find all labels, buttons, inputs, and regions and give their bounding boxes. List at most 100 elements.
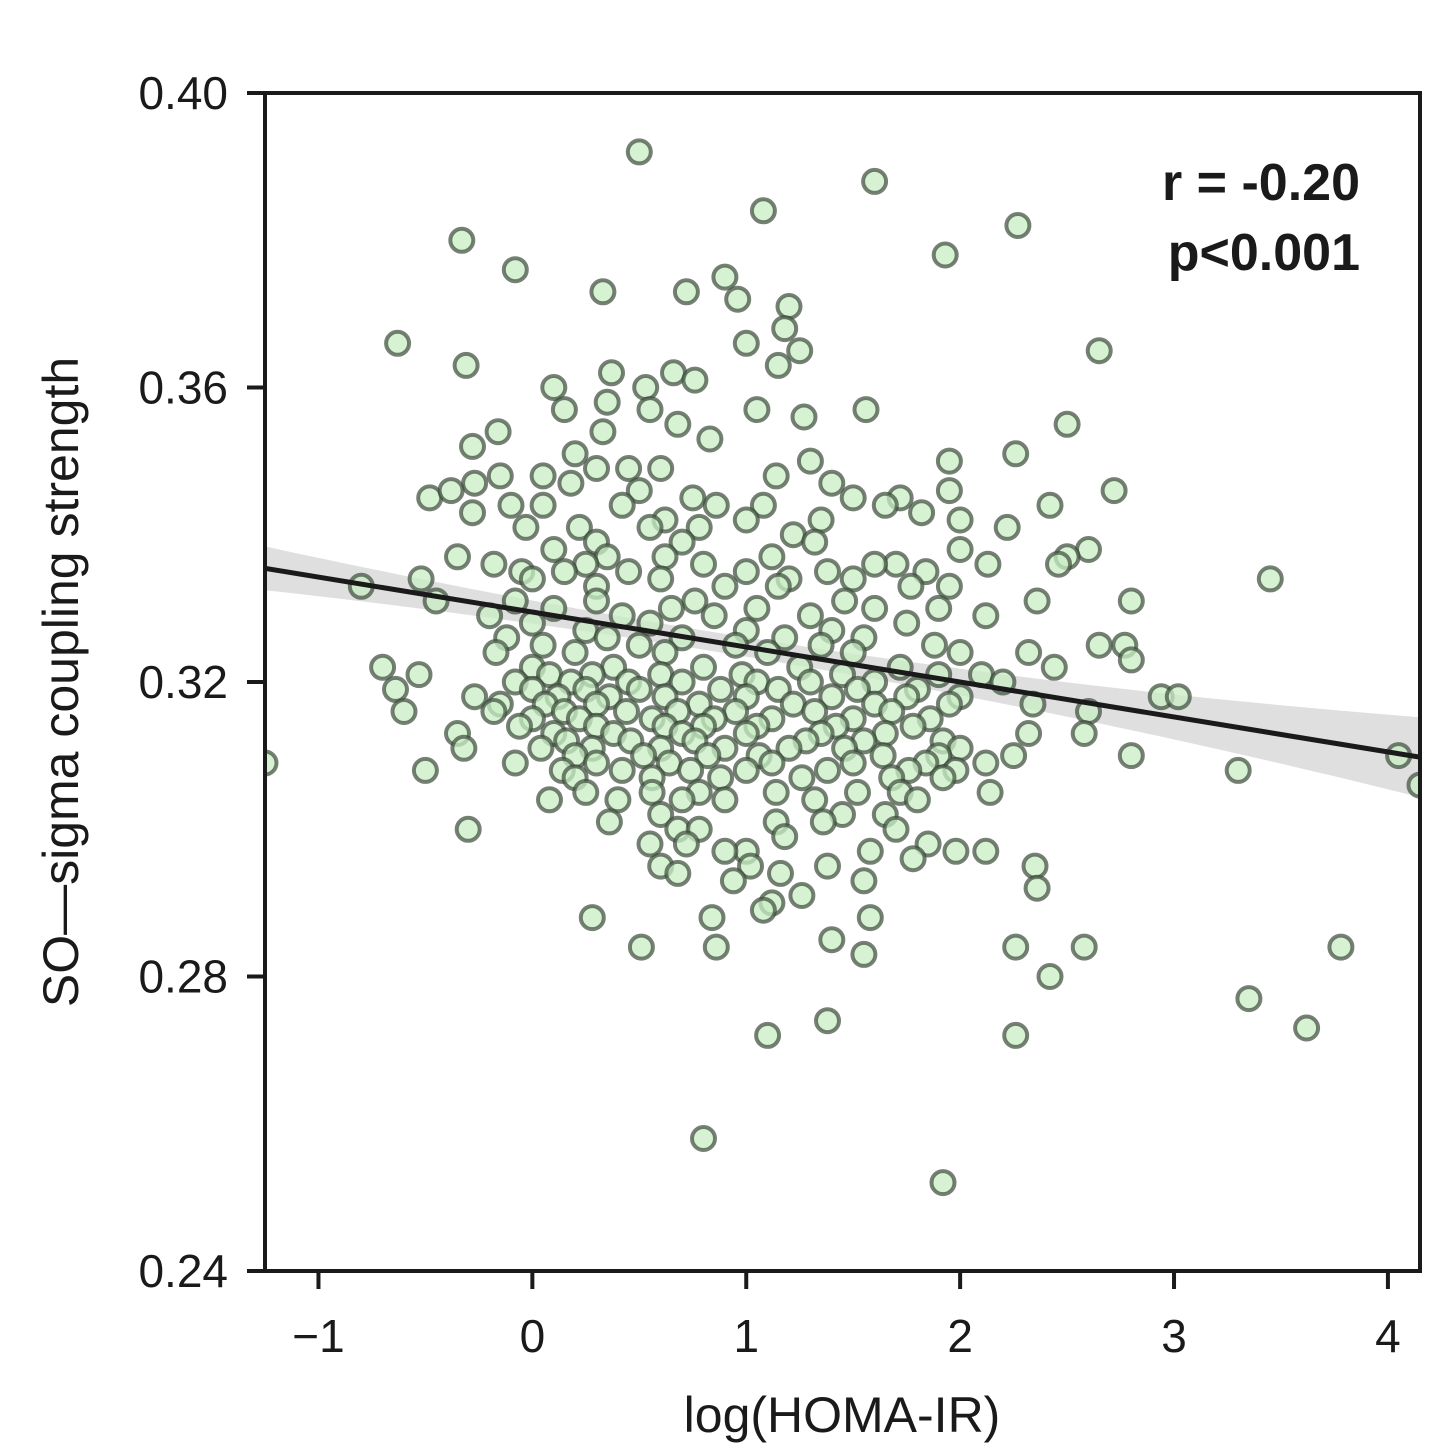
- data-point: [737, 852, 764, 880]
- y-axis: 0.24 0.28 0.32 0.36 0.40: [138, 67, 265, 1297]
- x-axis: −1 0 1 2 3 4: [292, 1271, 1401, 1362]
- data-point: [625, 138, 653, 166]
- data-point: [405, 661, 433, 689]
- data-point: [613, 698, 640, 725]
- data-point: [369, 653, 397, 681]
- data-point: [1100, 477, 1128, 505]
- data-point: [1000, 742, 1028, 770]
- data-point: [801, 528, 829, 556]
- data-point: [1164, 683, 1192, 711]
- p-value-annotation: p<0.001: [1168, 224, 1360, 282]
- data-point: [788, 764, 816, 792]
- data-point: [814, 1007, 841, 1035]
- data-point: [501, 256, 529, 284]
- data-point: [732, 720, 760, 747]
- data-point: [265, 749, 279, 777]
- data-point: [690, 1125, 717, 1152]
- data-point: [801, 698, 829, 725]
- data-point: [771, 624, 799, 652]
- data-point: [461, 469, 489, 497]
- regression-line-layer: [265, 565, 1420, 760]
- data-point: [647, 455, 675, 482]
- data-point: [796, 602, 824, 630]
- data-point: [668, 528, 696, 556]
- data-point: [390, 698, 418, 725]
- data-point: [608, 756, 636, 784]
- data-point: [512, 513, 540, 541]
- data-point: [1021, 852, 1049, 880]
- data-point: [1235, 985, 1263, 1013]
- data-point: [711, 572, 739, 600]
- data-point: [1117, 587, 1145, 615]
- data-point: [651, 543, 679, 571]
- data-point: [732, 558, 760, 586]
- data-point: [771, 315, 799, 343]
- data-point: [550, 558, 578, 586]
- data-point: [625, 675, 653, 703]
- data-point: [1002, 440, 1030, 468]
- data-point: [1293, 1014, 1321, 1042]
- data-point: [1023, 587, 1051, 615]
- data-point: [852, 396, 880, 424]
- data-point: [946, 639, 974, 666]
- data-point: [561, 639, 589, 666]
- data-point: [897, 572, 925, 600]
- data-point: [743, 396, 771, 424]
- data-point: [700, 602, 728, 630]
- data-point: [861, 167, 889, 195]
- data-point: [1002, 933, 1030, 961]
- data-point: [664, 410, 692, 438]
- data-point: [550, 396, 578, 424]
- data-point: [506, 712, 533, 740]
- data-point: [935, 690, 963, 718]
- data-point: [527, 734, 555, 762]
- data-point: [630, 742, 658, 770]
- data-point: [444, 543, 471, 571]
- data-point: [1070, 720, 1098, 747]
- x-tick-label: 0: [520, 1310, 546, 1362]
- data-point: [702, 491, 730, 519]
- data-point: [647, 565, 675, 593]
- data-point: [882, 815, 910, 843]
- data-point: [707, 675, 735, 703]
- data-point: [1406, 771, 1420, 799]
- data-point: [448, 226, 476, 254]
- data-point: [681, 587, 709, 615]
- data-point: [632, 374, 660, 401]
- data-point: [908, 499, 936, 527]
- data-point: [1036, 491, 1064, 519]
- data-point: [583, 587, 610, 615]
- data-point: [844, 675, 871, 703]
- data-point: [382, 675, 409, 703]
- data-point: [935, 477, 963, 505]
- data-point: [668, 668, 696, 696]
- data-point: [1040, 653, 1068, 681]
- data-point: [839, 484, 867, 512]
- data-point: [1085, 337, 1113, 365]
- data-point: [536, 786, 563, 814]
- data-point: [743, 594, 771, 622]
- data-point: [627, 933, 655, 961]
- data-point: [861, 550, 889, 578]
- data-point: [942, 837, 970, 865]
- data-point: [698, 904, 726, 932]
- y-axis-label: SO—sigma coupling strength: [33, 357, 89, 1007]
- data-point: [719, 867, 747, 895]
- data-point: [861, 594, 889, 622]
- correlation-annotation: r = -0.20: [1162, 154, 1360, 212]
- data-point: [946, 506, 974, 534]
- data-point: [809, 808, 837, 836]
- data-point: [899, 845, 927, 873]
- data-point: [664, 859, 692, 887]
- data-point: [931, 241, 959, 269]
- y-tick-label: 0.40: [138, 67, 228, 119]
- data-point: [696, 425, 724, 453]
- y-tick-label: 0.28: [138, 951, 228, 1003]
- data-point: [764, 351, 792, 379]
- data-point: [615, 455, 643, 482]
- data-point: [529, 462, 557, 490]
- data-point: [850, 940, 878, 968]
- data-point: [486, 462, 514, 490]
- data-point: [625, 631, 653, 659]
- y-tick-label: 0.32: [138, 656, 228, 708]
